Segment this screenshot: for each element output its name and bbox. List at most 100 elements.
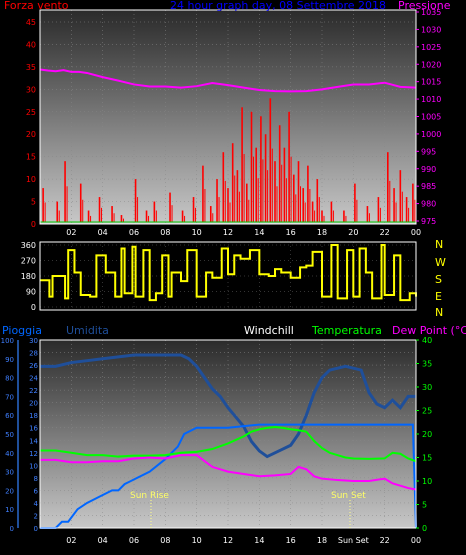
p3-umidita-tick: 30 <box>5 469 14 477</box>
p1-x-tick: 00 <box>411 228 421 237</box>
p2-left-tick: 180 <box>21 272 36 281</box>
p1-right-tick: 1020 <box>421 60 441 69</box>
p3-temp-tick: 20 <box>422 430 432 439</box>
p3-x-tick: 14 <box>254 536 264 545</box>
p3-pioggia-tick: 12 <box>29 450 38 458</box>
p1-right-tick: 995 <box>421 147 436 156</box>
p1-right-tick: 1030 <box>421 25 441 34</box>
p3-x-tick: Sun Set <box>338 536 369 545</box>
p3-umidita-tick: 100 <box>1 337 14 345</box>
p1-left-tick: 40 <box>26 40 36 49</box>
label-pioggia: Pioggia <box>2 324 42 337</box>
p3-pioggia-tick: 30 <box>29 337 38 345</box>
p1-x-tick: 14 <box>254 228 264 237</box>
p3-pioggia-tick: 8 <box>34 475 38 483</box>
sunset-label: Sun Set <box>331 491 366 501</box>
p3-pioggia-tick: 20 <box>29 400 38 408</box>
p1-right-tick: 1015 <box>421 78 441 87</box>
p3-pioggia-tick: 26 <box>29 362 38 370</box>
p1-x-tick: 12 <box>223 228 233 237</box>
p1-x-tick: 10 <box>192 228 202 237</box>
panel2-frame <box>39 241 417 311</box>
p1-x-tick: 18 <box>317 228 327 237</box>
p3-umidita-tick: 60 <box>5 412 14 420</box>
p3-x-tick: 16 <box>286 536 296 545</box>
p1-x-tick: 20 <box>348 228 358 237</box>
p2-left-tick: 0 <box>31 303 36 312</box>
compass-n-top: N <box>435 238 443 251</box>
p1-left-tick: 35 <box>26 63 36 72</box>
p3-x-tick: 12 <box>223 536 233 545</box>
p3-pioggia-tick: 16 <box>29 425 38 433</box>
p3-pioggia-tick: 24 <box>29 375 38 383</box>
p3-umidita-tick: 40 <box>5 450 14 458</box>
p3-pioggia-tick: 4 <box>34 500 39 508</box>
p1-x-tick: 16 <box>286 228 296 237</box>
label-temperatura: Temperatura <box>311 324 382 337</box>
p1-x-tick: 06 <box>129 228 139 237</box>
p1-left-tick: 5 <box>31 198 36 207</box>
p3-pioggia-tick: 10 <box>29 462 38 470</box>
p3-umidita-tick: 70 <box>5 393 14 401</box>
p1-right-tick: 1025 <box>421 43 441 52</box>
p3-temp-tick: 10 <box>422 477 432 486</box>
p3-x-tick: 06 <box>129 536 139 545</box>
p1-left-tick: 10 <box>26 175 36 184</box>
label-windchill: Windchill <box>244 324 294 337</box>
p3-temp-tick: 30 <box>422 383 432 392</box>
p2-left-tick: 90 <box>26 288 36 297</box>
title-24hour-graph: 24 hour graph day, 08 Settembre 2018 <box>170 0 386 12</box>
pressure-line <box>39 68 417 93</box>
p3-umidita-tick: 0 <box>10 525 14 533</box>
title-pressione: Pressione <box>398 0 451 12</box>
p1-right-tick: 1035 <box>421 8 441 17</box>
p1-right-tick: 1000 <box>421 130 441 139</box>
p1-x-tick: 04 <box>98 228 108 237</box>
wind-direction-line <box>40 244 417 302</box>
p3-temp-tick: 15 <box>422 454 432 463</box>
p3-pioggia-tick: 6 <box>34 487 39 495</box>
label-umidita: Umidita <box>66 324 109 337</box>
p3-pioggia-tick: 28 <box>29 350 38 358</box>
p3-pioggia-tick: 18 <box>29 412 38 420</box>
p3-pioggia-tick: 2 <box>34 512 38 520</box>
p1-right-tick: 990 <box>421 165 436 174</box>
p3-umidita-tick: 10 <box>5 506 14 514</box>
p1-right-tick: 985 <box>421 182 436 191</box>
p3-x-tick: 18 <box>317 536 327 545</box>
p1-left-tick: 45 <box>26 18 36 27</box>
p3-temp-tick: 5 <box>422 501 427 510</box>
p1-x-tick: 08 <box>160 228 170 237</box>
p3-x-tick: 04 <box>98 536 108 545</box>
label-dewpoint: Dew Point (°C) <box>392 324 466 337</box>
p1-left-tick: 20 <box>26 130 36 139</box>
p3-temp-tick: 40 <box>422 336 432 345</box>
p3-x-tick: 02 <box>66 536 76 545</box>
p1-right-tick: 975 <box>421 217 436 226</box>
p3-umidita-tick: 50 <box>5 431 14 439</box>
p3-x-tick: 22 <box>380 536 390 545</box>
p2-left-tick: 360 <box>21 241 36 250</box>
p3-temp-tick: 25 <box>422 407 432 416</box>
p3-temp-tick: 35 <box>422 360 432 369</box>
compass-w: W <box>435 256 446 269</box>
p3-x-tick: 00 <box>411 536 421 545</box>
compass-n-bottom: N <box>435 306 443 319</box>
p3-x-tick: 08 <box>160 536 170 545</box>
p1-x-tick: 02 <box>66 228 76 237</box>
p1-right-tick: 980 <box>421 200 436 209</box>
compass-s: S <box>435 273 442 286</box>
p1-left-tick: 30 <box>26 85 36 94</box>
p1-right-tick: 1005 <box>421 113 441 122</box>
p1-left-tick: 25 <box>26 108 36 117</box>
rain-line <box>40 423 417 529</box>
p3-umidita-tick: 90 <box>5 356 14 364</box>
humidity-line <box>40 353 416 459</box>
p3-pioggia-tick: 0 <box>34 525 38 533</box>
p1-x-tick: 22 <box>380 228 390 237</box>
sunrise-label: Sun Rise <box>130 491 169 501</box>
title-forza-vento: Forza vento <box>4 0 69 12</box>
p1-left-tick: 0 <box>31 220 36 229</box>
